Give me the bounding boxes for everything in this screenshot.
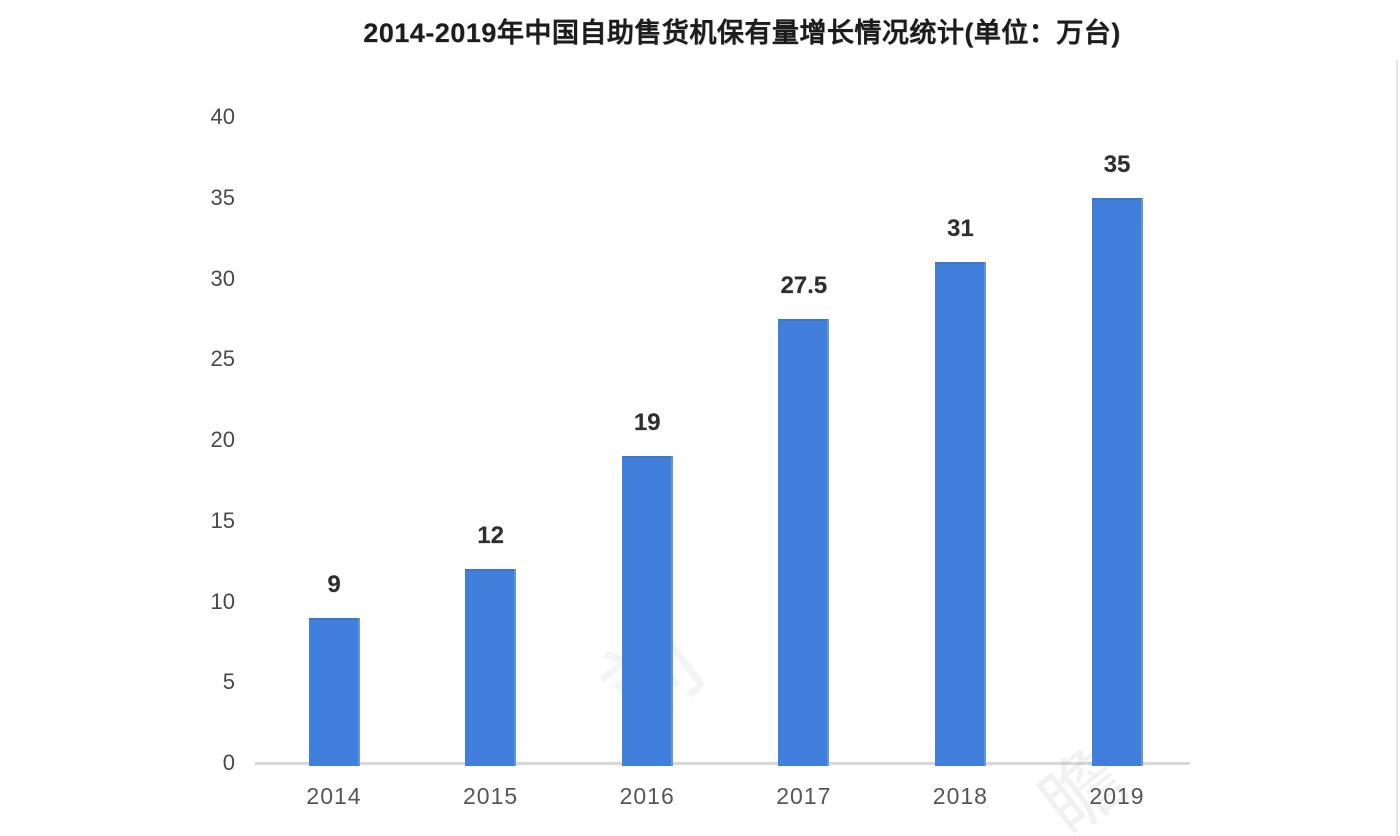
y-tick-label: 10 <box>210 588 235 614</box>
bar-value-label: 35 <box>1103 150 1131 178</box>
y-tick-label: 30 <box>210 265 235 291</box>
bar <box>934 262 986 766</box>
bar-value-label: 19 <box>633 409 661 437</box>
x-tick-label: 2014 <box>306 783 362 809</box>
x-tick-label: 2019 <box>1089 783 1145 809</box>
y-tick-label: 25 <box>210 346 235 372</box>
x-axis-line <box>255 762 1190 765</box>
x-tick-label: 2016 <box>619 783 675 809</box>
x-tick-label: 2018 <box>932 783 988 809</box>
bar-value-label: 31 <box>947 215 974 243</box>
y-tick-label: 0 <box>222 750 235 775</box>
bar <box>1091 197 1143 766</box>
y-tick-label: 40 <box>210 104 235 129</box>
right-edge-line <box>1396 60 1398 836</box>
y-tick-label: 35 <box>210 184 235 210</box>
bar-value-label: 12 <box>477 522 504 550</box>
bar <box>778 318 830 766</box>
bar <box>465 569 517 766</box>
x-tick-label: 2017 <box>776 783 832 809</box>
bar-value-label: 9 <box>327 570 341 598</box>
bar <box>621 456 673 766</box>
y-tick-label: 20 <box>210 427 235 452</box>
chart-title: 2014-2019年中国自助售货机保有量增长情况统计(单位：万台) <box>363 18 1121 48</box>
y-tick-label: 5 <box>222 669 235 695</box>
bar <box>308 617 360 766</box>
x-tick-label: 2015 <box>463 783 519 809</box>
bar-value-label: 27.5 <box>780 271 828 299</box>
y-tick-label: 15 <box>210 507 235 533</box>
